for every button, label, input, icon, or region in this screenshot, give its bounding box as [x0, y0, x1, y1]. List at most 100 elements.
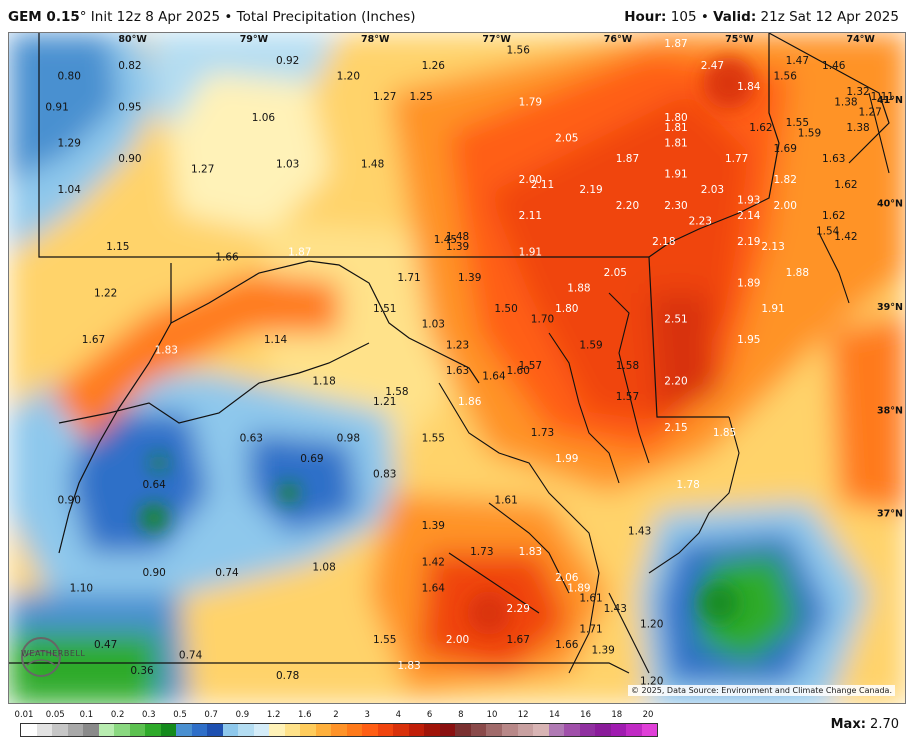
precip-field: [9, 33, 905, 703]
legend-swatch: [470, 724, 487, 736]
latitude-label: 41°N: [877, 95, 903, 106]
precip-value-label: 1.85: [713, 427, 736, 439]
precip-value-label: 1.11: [871, 91, 894, 103]
precip-value-label: 1.83: [155, 344, 178, 356]
precip-value-label: 2.19: [579, 184, 602, 196]
legend-swatch: [439, 724, 456, 736]
header-left: GEM 0.15° Init 12z 8 Apr 2025 • Total Pr…: [8, 9, 416, 25]
legend-color-bar: [20, 723, 658, 737]
precip-value-label: 1.93: [737, 195, 760, 207]
precip-value-label: 1.91: [519, 246, 542, 258]
precip-value-label: 1.38: [846, 122, 869, 134]
precip-value-label: 1.63: [822, 153, 845, 165]
precip-value-label: 1.04: [58, 184, 82, 196]
precip-value-label: 1.60: [507, 365, 530, 377]
latitude-label: 39°N: [877, 302, 903, 313]
legend-tick-label: 16: [580, 710, 592, 720]
precip-value-label: 1.62: [822, 210, 845, 222]
precip-value-label: 1.95: [737, 334, 760, 346]
precip-value-label: 1.80: [555, 303, 578, 315]
precip-value-label: 1.03: [276, 158, 299, 170]
precip-value-label: 1.83: [519, 546, 542, 558]
legend-tick-label: 20: [642, 710, 654, 720]
precip-value-label: 1.18: [312, 376, 335, 388]
precip-value-label: 1.84: [737, 81, 761, 93]
precip-value-label: 0.82: [118, 60, 141, 72]
precip-value-label: 1.87: [616, 153, 639, 165]
precip-value-label: 2.47: [701, 60, 724, 72]
precip-value-label: 1.89: [567, 582, 590, 594]
precip-value-label: 1.08: [312, 562, 335, 574]
map-canvas: 80°W 79°W 78°W 77°W 76°W 75°W 74°W 41°N 40°N 39°N…: [9, 33, 905, 703]
legend-swatch: [641, 724, 658, 736]
precip-value-label: 1.62: [834, 179, 857, 191]
precip-value-label: 1.81: [664, 138, 687, 150]
legend-tick-label: 14: [548, 710, 560, 720]
precip-value-label: 2.23: [689, 215, 712, 227]
precip-value-label: 1.25: [409, 91, 432, 103]
precip-value-label: 1.61: [579, 593, 602, 605]
precip-value-label: 1.64: [422, 582, 446, 594]
precip-value-label: 1.06: [252, 112, 276, 124]
weatherbell-logo: WEATHERBELL: [19, 635, 99, 679]
precip-value-label: 1.62: [749, 122, 772, 134]
precip-value-label: 1.55: [786, 117, 809, 129]
precip-value-label: 1.47: [786, 55, 809, 67]
legend-swatch: [533, 724, 549, 736]
precip-value-label: 1.82: [774, 174, 797, 186]
precip-value-label: 1.20: [640, 675, 663, 687]
legend-swatch: [548, 724, 565, 736]
legend-swatch: [377, 724, 394, 736]
logo-globe-icon: [21, 637, 61, 677]
precip-value-label: 1.10: [70, 582, 93, 594]
precip-value-label: 0.90: [58, 494, 81, 506]
legend-swatch: [253, 724, 270, 736]
precipitation-map: 80°W 79°W 78°W 77°W 76°W 75°W 74°W 41°N 40°N 39°N…: [8, 32, 906, 704]
precip-value-label: 1.88: [567, 282, 590, 294]
precip-value-label: 0.78: [276, 670, 299, 682]
legend-swatch: [610, 724, 627, 736]
precip-value-label: 1.70: [531, 313, 554, 325]
precip-value-label: 1.67: [507, 634, 530, 646]
precip-value-label: 2.05: [604, 267, 627, 279]
legend-swatch: [595, 724, 611, 736]
precip-value-label: 2.30: [664, 200, 687, 212]
legend-swatch: [331, 724, 347, 736]
precip-value-label: 1.56: [774, 71, 798, 83]
precip-value-label: 2.19: [737, 236, 760, 248]
header-right: Hour: 105 • Valid: 21z Sat 12 Apr 2025: [624, 9, 899, 25]
legend-swatch: [579, 724, 596, 736]
precip-value-label: 1.22: [94, 288, 117, 300]
legend-swatch: [269, 724, 285, 736]
legend-tick-label: 18: [611, 710, 623, 720]
legend-tick-label: 8: [458, 710, 464, 720]
precip-value-label: 1.66: [215, 251, 239, 263]
precip-value-label: 2.20: [616, 200, 639, 212]
data-credit: © 2025, Data Source: Environment and Cli…: [627, 685, 895, 696]
precip-value-label: 1.89: [737, 277, 760, 289]
precip-value-label: 1.20: [337, 71, 360, 83]
precip-value-label: 2.20: [664, 376, 687, 388]
degree-mark: °: [79, 9, 91, 25]
header-bar: GEM 0.15° Init 12z 8 Apr 2025 • Total Pr…: [0, 0, 913, 32]
legend-swatch: [362, 724, 378, 736]
legend-swatch: [222, 724, 239, 736]
precip-value-label: 1.71: [397, 272, 420, 284]
legend-tick-label: 4: [395, 710, 402, 720]
legend-swatch: [67, 724, 84, 736]
precip-value-label: 2.11: [519, 210, 542, 222]
precip-value-label: 1.42: [422, 556, 445, 568]
precip-value-label: 1.39: [422, 520, 445, 532]
precip-value-label: 1.03: [422, 319, 445, 331]
precip-value-label: 1.78: [676, 479, 699, 491]
legend-swatch: [300, 724, 316, 736]
precip-value-label: 1.23: [446, 339, 469, 351]
precip-value-label: 0.69: [300, 453, 323, 465]
precip-value-label: 0.80: [58, 71, 81, 83]
legend-swatch: [564, 724, 580, 736]
legend-swatch: [191, 724, 208, 736]
legend-tick-label: 0.05: [45, 710, 65, 720]
precip-value-label: 1.20: [640, 618, 663, 630]
precip-value-label: 1.73: [531, 427, 554, 439]
legend-tick-label: 0.2: [110, 710, 125, 720]
